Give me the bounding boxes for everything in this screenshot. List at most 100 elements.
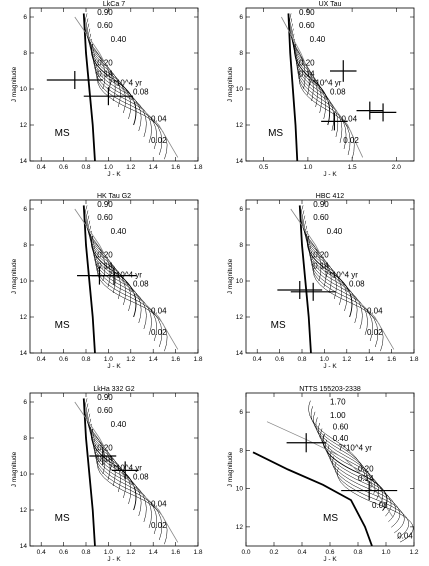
isochrone-label: 7*10^4 yr — [308, 78, 342, 87]
track-line — [313, 411, 372, 489]
track-line — [308, 241, 358, 324]
y-tick-label: 6 — [23, 14, 27, 21]
data-point — [111, 461, 139, 480]
x-tick-label: 0.6 — [59, 164, 68, 171]
x-tick-label: 0.6 — [275, 356, 284, 363]
ms-label: MS — [323, 513, 338, 524]
data-point — [321, 112, 348, 131]
y-tick-label: 8 — [23, 242, 27, 249]
mass-label: 0.04 — [151, 306, 167, 315]
hr-diagram-panel-4: HBC 412 0.4 0.6 0.8 1.0 1.2 1.4 1.6 1.8 6 8 10 12 14 J… — [227, 193, 419, 370]
data-point — [286, 433, 326, 453]
x-tick-label: 0.8 — [297, 356, 306, 363]
track-line — [91, 428, 137, 511]
track-line — [302, 215, 332, 294]
panel-title: UX Tau — [319, 1, 342, 8]
mass-label: 0.20 — [97, 444, 113, 453]
ms-label: MS — [55, 513, 70, 524]
x-tick-label: 0.4 — [297, 549, 306, 556]
x-tick-label: 0.0 — [241, 549, 250, 556]
track-line — [92, 241, 142, 324]
mass-label: 0.02 — [151, 136, 167, 145]
mass-label: 0.02 — [151, 328, 167, 337]
main-sequence-line — [82, 205, 96, 353]
isochrone-line — [74, 16, 179, 158]
isochrone-label: 7*10^4 yr — [338, 443, 372, 452]
mass-label: 0.60 — [299, 21, 315, 30]
mass-label: 0.90 — [97, 8, 113, 17]
track-line — [325, 439, 392, 517]
mass-label: 0.40 — [327, 227, 343, 236]
mass-label: 0.02 — [151, 521, 167, 530]
x-tick-label: 1.2 — [126, 549, 135, 556]
track-line — [327, 445, 396, 522]
track-line — [315, 417, 376, 494]
x-tick-label: 1.8 — [193, 164, 202, 171]
y-tick-label: 14 — [236, 350, 244, 357]
x-tick-label: 0.8 — [81, 356, 90, 363]
x-tick-label: 1.0 — [104, 549, 113, 556]
x-tick-label: 0.4 — [37, 549, 46, 556]
mass-label: 0.14 — [97, 69, 113, 78]
track-line — [86, 408, 116, 487]
track-line — [91, 43, 137, 126]
mass-label: 0.08 — [133, 87, 149, 96]
x-tick-label: 0.4 — [37, 356, 46, 363]
x-tick-label: 1.2 — [342, 356, 351, 363]
track-line — [95, 64, 158, 150]
track-line — [85, 18, 111, 96]
y-tick-label: 14 — [236, 158, 244, 165]
mass-label: 0.60 — [97, 21, 113, 30]
x-tick-label: 0.8 — [81, 164, 90, 171]
isochrone-label: 7*10^4 yr — [108, 270, 142, 279]
mass-label: 0.40 — [333, 434, 349, 443]
plot-frame — [245, 199, 415, 354]
mass-label: 0.02 — [367, 328, 383, 337]
x-axis-label: J - K — [323, 171, 337, 178]
data-point — [290, 282, 336, 301]
track-line — [334, 461, 409, 539]
mass-label: 0.04 — [367, 306, 383, 315]
data-point — [277, 281, 323, 299]
track-line — [332, 456, 405, 534]
ms-label: MS — [271, 320, 286, 331]
mass-label: 0.14 — [313, 261, 329, 270]
x-tick-label: 0.8 — [353, 549, 362, 556]
track-line — [307, 235, 353, 318]
track-line — [318, 422, 380, 500]
y-tick-label: 10 — [236, 486, 244, 493]
x-tick-label: 1.8 — [409, 356, 418, 363]
track-line — [290, 18, 310, 96]
track-line — [86, 23, 116, 102]
main-sequence-line — [298, 205, 312, 353]
track-line — [298, 74, 355, 160]
y-axis-label: J magnitude — [227, 451, 234, 487]
y-tick-label: 6 — [23, 206, 27, 213]
x-tick-label: 0.8 — [81, 549, 90, 556]
y-tick-label: 12 — [20, 507, 28, 514]
main-sequence-line — [82, 398, 96, 546]
x-tick-label: 0.6 — [325, 549, 334, 556]
x-axis-label: J - K — [107, 171, 121, 178]
mass-label: 0.20 — [313, 251, 329, 260]
x-tick-label: 1.0 — [104, 164, 113, 171]
panel-title: HBC 412 — [316, 193, 345, 200]
hr-diagram-panel-3: HK Tau G2 0.4 0.6 0.8 1.0 1.2 1.4 1.6 1.8 6 8 10 12 1… — [11, 193, 203, 370]
mass-label: 0.90 — [313, 200, 329, 209]
x-tick-label: 1.0 — [303, 164, 312, 171]
mass-label: 0.14 — [299, 69, 315, 78]
isochrone-line — [281, 16, 364, 158]
track-line — [89, 418, 126, 499]
track-line — [96, 69, 163, 156]
track-line — [89, 225, 126, 306]
ms-label: MS — [55, 128, 70, 139]
plot-frame — [29, 7, 199, 162]
track-line — [329, 450, 401, 528]
track-line — [313, 266, 384, 352]
track-line — [311, 256, 374, 342]
track-line — [86, 215, 116, 294]
isochrone-line — [74, 208, 179, 350]
data-point — [356, 101, 384, 120]
isochrone-line — [266, 421, 394, 518]
